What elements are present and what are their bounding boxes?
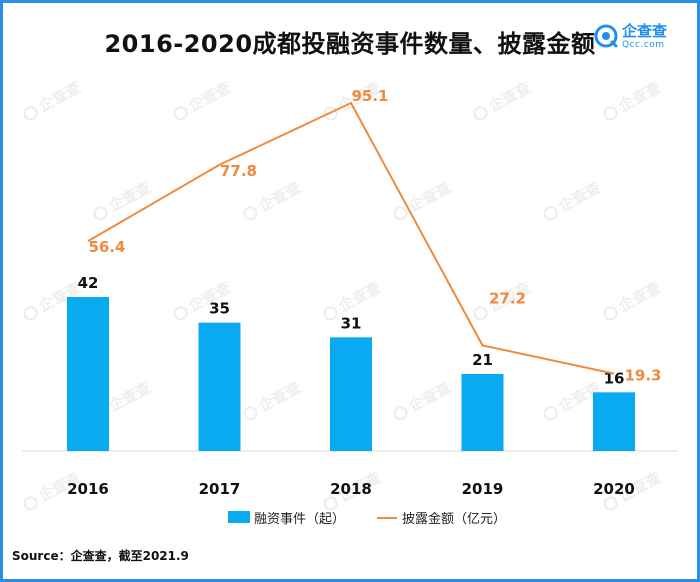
qcc-logo-icon — [594, 24, 618, 48]
legend-bar-label: 融资事件（起） — [254, 512, 346, 527]
x-tick-label-2017: 2017 — [199, 480, 241, 498]
bar-label-2019: 21 — [472, 351, 493, 369]
brand-logo: 企查查 Qcc.com — [594, 20, 694, 54]
bar-2020 — [593, 392, 635, 451]
line-label-2018: 95.1 — [351, 87, 388, 105]
line-label-2016: 56.4 — [88, 238, 125, 256]
bar-2017 — [198, 322, 241, 451]
line-label-2020: 19.3 — [624, 367, 661, 385]
legend-bar-swatch — [228, 511, 250, 523]
bar-label-2020: 16 — [604, 369, 625, 387]
source-note: Source：企查查，截至2021.9 — [12, 549, 189, 563]
bar-2016 — [67, 297, 109, 451]
bar-label-2016: 42 — [78, 274, 99, 292]
logo-domain: Qcc.com — [622, 40, 665, 50]
chart-title: 2016-2020成都投融资事件数量、披露金额 — [104, 30, 596, 58]
x-tick-label-2020: 2020 — [593, 480, 635, 498]
legend-line-label: 披露金额（亿元） — [402, 512, 507, 527]
x-tick-label-2018: 2018 — [330, 480, 372, 498]
legend-line-swatch — [377, 517, 397, 519]
x-tick-label-2019: 2019 — [462, 480, 504, 498]
chart-plot: 42 2016 35 2017 31 2018 21 2019 16 2020 56.4 77.8 95… — [22, 87, 678, 498]
bar-label-2018: 31 — [341, 314, 362, 332]
bar-2019 — [461, 374, 504, 451]
line-label-2017: 77.8 — [220, 162, 257, 180]
line-series-amount — [87, 101, 615, 375]
x-tick-label-2016: 2016 — [67, 480, 109, 498]
logo-name: 企查查 — [622, 22, 668, 40]
bar-label-2017: 35 — [209, 300, 230, 318]
bar-2018 — [330, 337, 372, 451]
legend: 融资事件（起） 披露金额（亿元） — [0, 507, 700, 527]
line-label-2019: 27.2 — [489, 289, 526, 307]
